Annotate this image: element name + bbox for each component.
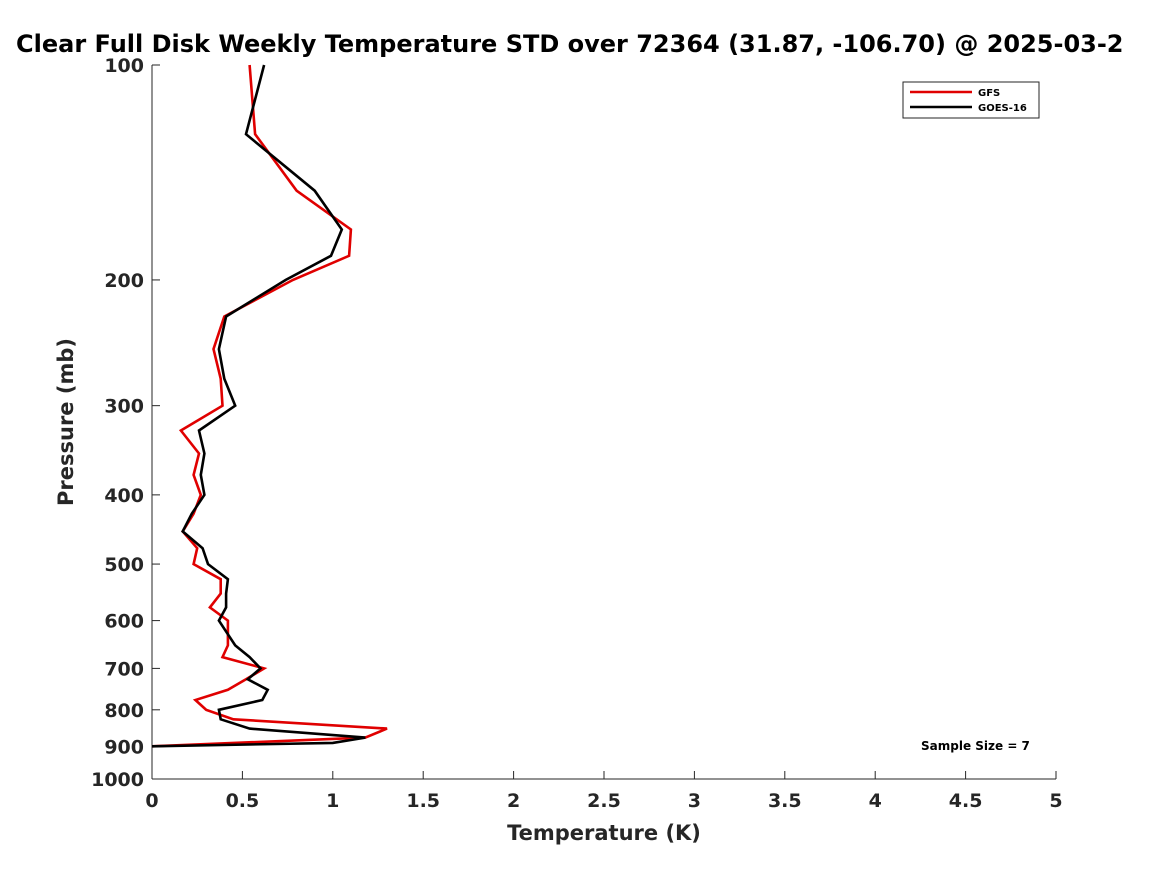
x-tick-label: 4: [869, 790, 882, 812]
x-tick-label: 3.5: [768, 790, 802, 812]
y-tick-label: 500: [104, 554, 144, 576]
x-tick-label: 4.5: [949, 790, 983, 812]
legend-label-goes16: GOES-16: [978, 103, 1027, 114]
y-tick-label: 900: [104, 736, 144, 758]
x-tick-label: 1: [326, 790, 339, 812]
series-line-gfs: [151, 64, 388, 748]
y-axis-ticks: 100 200 300 400 500 600 700 800 900 1000: [91, 55, 160, 791]
y-tick-label: 800: [104, 700, 144, 722]
legend-label-gfs: GFS: [978, 88, 1000, 99]
y-tick-label: 400: [104, 485, 144, 507]
legend-box: [902, 81, 1040, 119]
series-lines: [151, 64, 388, 748]
x-tick-label: 2.5: [587, 790, 621, 812]
legend: GFS GOES-16: [902, 81, 1040, 119]
x-axis-ticks: 0 0.5 1 1.5 2 2.5 3 3.5 4 4.5 5: [145, 771, 1063, 812]
x-tick-label: 1.5: [406, 790, 440, 812]
x-axis-label: Temperature (K): [507, 821, 701, 845]
x-tick-label: 0: [145, 790, 158, 812]
y-tick-label: 700: [104, 658, 144, 680]
y-tick-label: 600: [104, 611, 144, 633]
y-tick-label: 200: [104, 270, 144, 292]
chart-title: Clear Full Disk Weekly Temperature STD o…: [16, 30, 1124, 58]
y-tick-label: 1000: [91, 769, 144, 791]
x-tick-label: 5: [1049, 790, 1062, 812]
plot-area: 0 0.5 1 1.5 2 2.5 3 3.5 4 4.5 5 100 200 300 400 500 600…: [91, 55, 1063, 812]
x-tick-label: 0.5: [226, 790, 260, 812]
sample-size-annotation: Sample Size = 7: [921, 739, 1030, 753]
x-tick-label: 3: [688, 790, 701, 812]
x-tick-label: 2: [507, 790, 520, 812]
series-line-goes16: [151, 64, 366, 748]
y-tick-label: 100: [104, 55, 144, 77]
y-tick-label: 300: [104, 396, 144, 418]
y-axis-label: Pressure (mb): [54, 338, 78, 506]
